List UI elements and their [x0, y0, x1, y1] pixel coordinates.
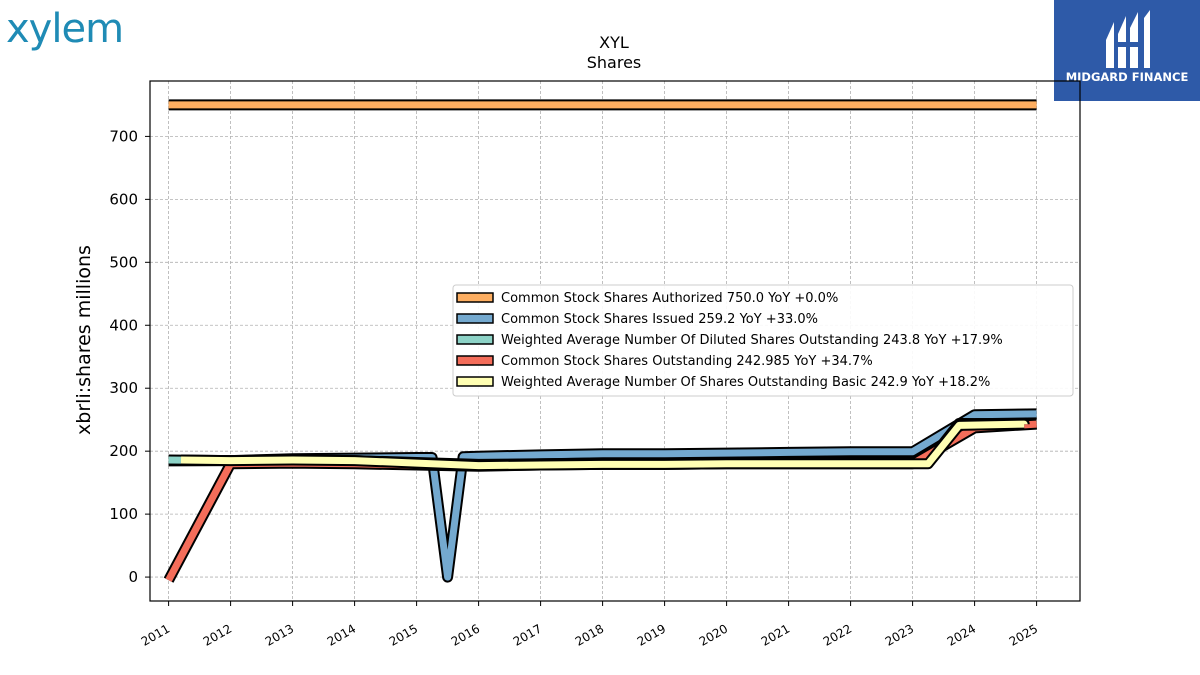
legend-swatch: [456, 292, 494, 303]
legend-label: Common Stock Shares Authorized 750.0 YoY…: [501, 291, 838, 306]
chart-title: XYL: [599, 33, 629, 52]
legend-swatch: [456, 313, 494, 324]
x-tick-label: 2011: [139, 621, 172, 648]
y-tick-label: 600: [109, 190, 138, 208]
xylem-logo: xylem: [6, 6, 124, 52]
legend-label: Common Stock Shares Outstanding 242.985 …: [501, 354, 873, 369]
y-tick-label: 700: [109, 127, 138, 145]
x-tick-label: 2013: [263, 621, 296, 648]
midgard-emblem-icon: [1106, 10, 1150, 68]
midgard-finance-name: MIDGARD FINANCE: [1065, 70, 1189, 84]
series-line-4: [180, 420, 1028, 470]
x-tick-label: 2015: [387, 621, 420, 648]
x-tick-label: 2016: [449, 621, 482, 648]
x-tick-label: 2024: [945, 621, 978, 648]
x-tick-label: 2019: [635, 621, 668, 648]
x-tick-label: 2018: [573, 621, 606, 648]
plot-area: 2011 2012 2013 2014 2015 2016 2017 2018 2019 2020…: [109, 80, 1081, 649]
y-axis-label: xbrli:shares millions: [73, 245, 95, 435]
x-tick-label: 2014: [325, 621, 358, 648]
x-tick-label: 2012: [201, 621, 234, 648]
chart-subtitle: Shares: [587, 53, 642, 72]
y-tick-label: 300: [109, 379, 138, 397]
y-tick-label: 0: [128, 568, 138, 586]
y-tick-label: 100: [109, 505, 138, 523]
legend-label: Weighted Average Number Of Diluted Share…: [501, 333, 1003, 348]
y-tick-label: 500: [109, 253, 138, 271]
legend-label: Common Stock Shares Issued 259.2 YoY +33…: [501, 312, 818, 327]
y-tick-label: 400: [109, 316, 138, 334]
axes-frame: [149, 80, 1081, 602]
x-tick-label: 2023: [883, 621, 916, 648]
x-tick-label: 2017: [511, 621, 544, 648]
x-tick-label: 2020: [697, 621, 730, 648]
legend-label: Weighted Average Number Of Shares Outsta…: [501, 375, 990, 390]
legend-box: [452, 284, 1074, 397]
legend-swatch: [456, 376, 494, 387]
x-tick-label: 2021: [759, 621, 792, 648]
legend-swatch: [456, 355, 494, 366]
midgard-finance-logo: MIDGARD FINANCE: [1054, 0, 1200, 101]
legend-swatch: [456, 334, 494, 345]
y-tick-label: 200: [109, 442, 138, 460]
x-tick-label: 2022: [821, 621, 854, 648]
x-tick-label: 2025: [1007, 621, 1040, 648]
